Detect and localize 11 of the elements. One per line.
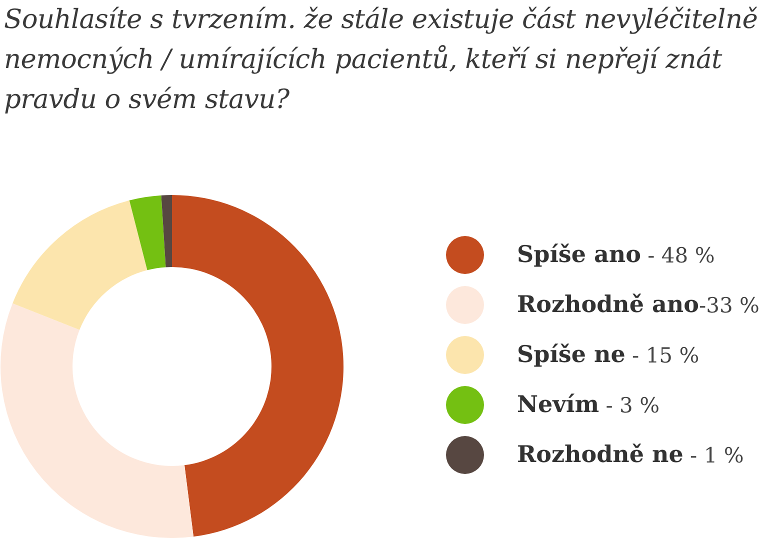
legend-label: Spíše ano [517, 240, 641, 268]
chart-title: Souhlasíte s tvrzením. že stále existuje část nevyléčitelně nemocných / umírajících pacientů, kteří si nepřejí znát pravdu o svém stavu? [4, 3, 759, 117]
legend-label: Nevím [517, 390, 600, 418]
data-label: ‐33 % [698, 293, 760, 318]
data-label: ‐ 1 % [683, 443, 744, 468]
data-label: ‐ 3 % [599, 393, 660, 418]
legend-label: Spíše ne [517, 340, 626, 368]
legend-label: Rozhodně ano [517, 290, 699, 318]
data-label: ‐ 48 % [640, 243, 715, 268]
legend-label: Rozhodně ne [517, 440, 684, 468]
data-label: ‐ 15 % [625, 343, 700, 368]
